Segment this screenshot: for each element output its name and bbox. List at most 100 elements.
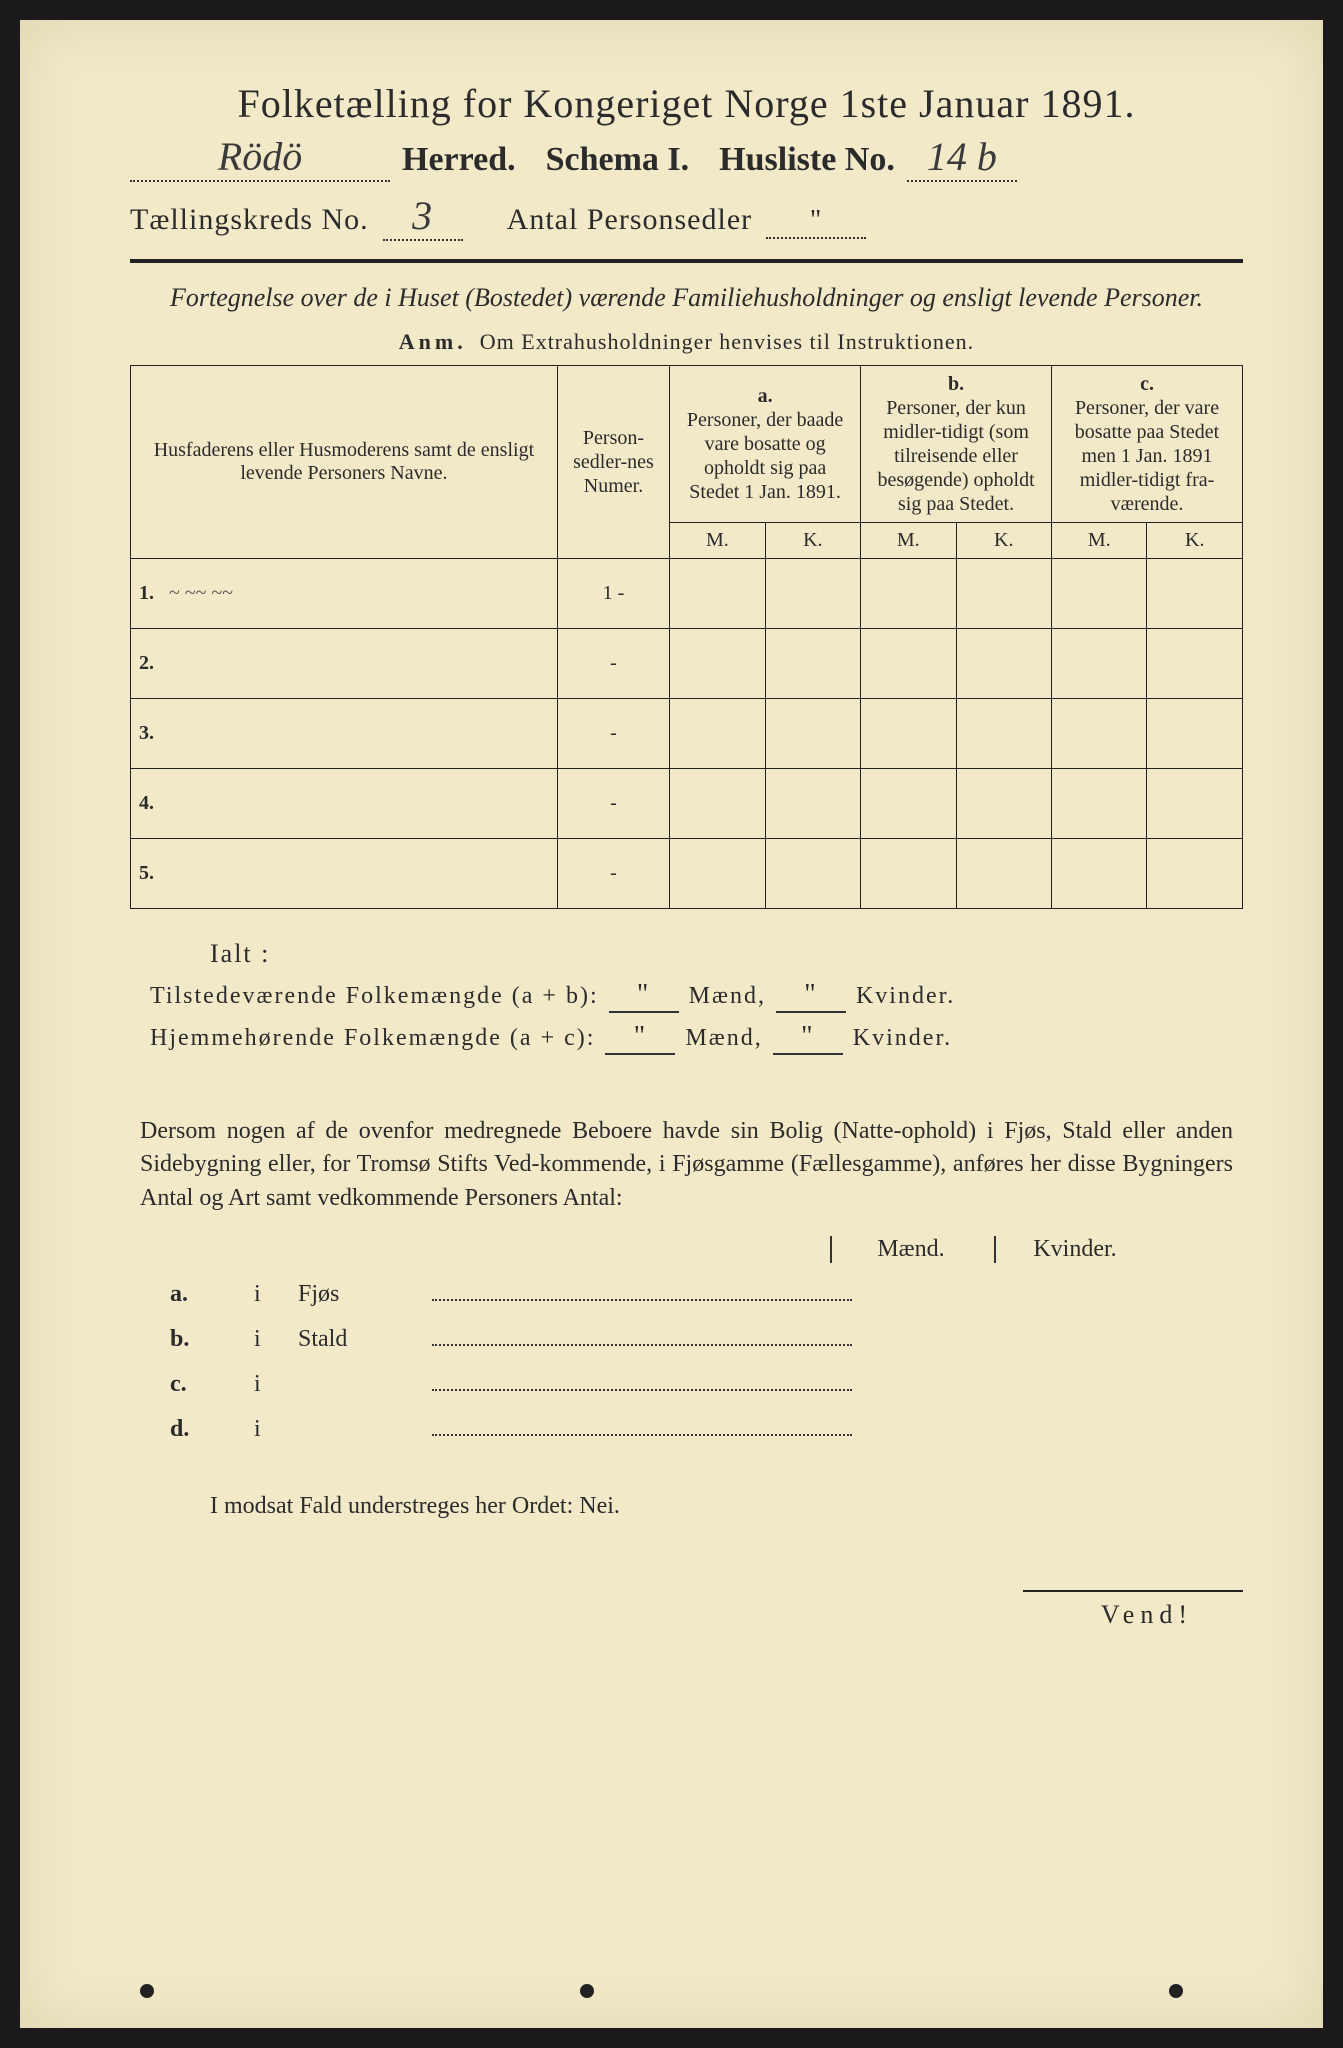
- hdr-a-k: K.: [765, 522, 860, 558]
- cell: [670, 768, 765, 838]
- cell: [861, 628, 956, 698]
- row-name: 1. ~ ~~ ~~: [131, 558, 558, 628]
- sub-label: b.: [170, 1326, 240, 1353]
- cell: [670, 838, 765, 908]
- hdr-num: Person-sedler-nes Numer.: [557, 365, 669, 558]
- row-num: 1 -: [557, 558, 669, 628]
- cell: [670, 558, 765, 628]
- hdr-a-label: a.: [678, 384, 852, 408]
- row-name: 3.: [131, 698, 558, 768]
- hdr-c: c. Personer, der vare bosatte paa Stedet…: [1052, 365, 1243, 522]
- antal-value: ": [766, 205, 866, 239]
- cell: [1147, 698, 1243, 768]
- cell: [861, 698, 956, 768]
- sum2-maend: Mænd,: [685, 1025, 762, 1052]
- hdr-c-text: Personer, der vare bosatte paa Stedet me…: [1060, 396, 1234, 516]
- census-form-page: Folketælling for Kongeriget Norge 1ste J…: [20, 20, 1323, 2028]
- row-name: 4.: [131, 768, 558, 838]
- hdr-a-m: M.: [670, 522, 765, 558]
- sum2-label: Hjemmehørende Folkemængde (a + c):: [150, 1025, 595, 1052]
- cell: [765, 558, 860, 628]
- hdr-name-text: Husfaderens eller Husmoderens samt de en…: [154, 439, 534, 484]
- sub-label: d.: [170, 1416, 240, 1443]
- sub-hdr-m: Mænd.: [830, 1236, 980, 1263]
- cell: [861, 838, 956, 908]
- sub-dots: [432, 1412, 852, 1436]
- cell: [670, 698, 765, 768]
- hdr-b: b. Personer, der kun midler-tidigt (som …: [861, 365, 1052, 522]
- main-title: Folketælling for Kongeriget Norge 1ste J…: [130, 80, 1243, 127]
- vend-label: Vend!: [1023, 1590, 1243, 1630]
- kreds-value: 3: [383, 192, 463, 241]
- table-row: 2. -: [131, 628, 1243, 698]
- herred-value: Rödö: [130, 133, 390, 182]
- sum2-kvinder: Kvinder.: [853, 1025, 952, 1052]
- sub-i: i: [254, 1326, 284, 1353]
- cell: [765, 838, 860, 908]
- hdr-c-label: c.: [1060, 372, 1234, 396]
- subtable-row: d. i: [170, 1412, 1243, 1443]
- sum-line-2: Hjemmehørende Folkemængde (a + c): " Mæn…: [150, 1021, 1243, 1055]
- section-intro: Fortegnelse over de i Huset (Bostedet) v…: [170, 281, 1203, 315]
- sub-i: i: [254, 1416, 284, 1443]
- hdr-b-k: K.: [956, 522, 1051, 558]
- anm-line: Anm. Om Extrahusholdninger henvises til …: [130, 329, 1243, 355]
- cell: [956, 558, 1051, 628]
- cell: [861, 558, 956, 628]
- sum-line-1: Tilstedeværende Folkemængde (a + b): " M…: [150, 979, 1243, 1013]
- kreds-label: Tællingskreds No.: [130, 203, 369, 237]
- ink-blot: [580, 1984, 594, 1998]
- cell: [861, 768, 956, 838]
- cell: [1147, 838, 1243, 908]
- hdr-c-m: M.: [1052, 522, 1147, 558]
- row-num: -: [557, 628, 669, 698]
- household-table: Husfaderens eller Husmoderens samt de en…: [130, 365, 1243, 909]
- subtable: a.iFjøs b. i Stald c.i d. i: [170, 1277, 1243, 1443]
- cell: [1147, 768, 1243, 838]
- sub-name: Fjøs: [298, 1281, 418, 1308]
- anm-bold: Anm.: [399, 329, 467, 354]
- sub-dots: [432, 1277, 852, 1301]
- hdr-b-label: b.: [869, 372, 1043, 396]
- sub-dots: [432, 1367, 852, 1391]
- sub-name: Stald: [298, 1326, 418, 1353]
- sub-hdr-k: Kvinder.: [994, 1236, 1144, 1263]
- sub-label: a.: [170, 1281, 240, 1308]
- rule-1: [130, 259, 1243, 263]
- sub-dots: [432, 1322, 852, 1346]
- bottom-line: I modsat Fald understreges her Ordet: Ne…: [210, 1493, 1243, 1520]
- row-num: -: [557, 698, 669, 768]
- subtable-row: b. i Stald: [170, 1322, 1243, 1353]
- ink-blot: [140, 1984, 154, 1998]
- kreds-line: Tællingskreds No. 3 Antal Personsedler ": [130, 192, 1243, 241]
- sub-label: c.: [170, 1371, 240, 1398]
- cell: [1052, 768, 1147, 838]
- table-row: 5. -: [131, 838, 1243, 908]
- schema-label: Schema I.: [546, 141, 690, 179]
- row-num: -: [557, 838, 669, 908]
- sum1-label: Tilstedeværende Folkemængde (a + b):: [150, 983, 599, 1010]
- herred-line: Rödö Herred. Schema I. Husliste No. 14 b: [130, 133, 1243, 182]
- cell: [1147, 558, 1243, 628]
- table-row: 1. ~ ~~ ~~1 -: [131, 558, 1243, 628]
- sum1-kvinder: Kvinder.: [856, 983, 955, 1010]
- husliste-value: 14 b: [907, 133, 1017, 182]
- subtable-row: c.i: [170, 1367, 1243, 1398]
- cell: [1052, 558, 1147, 628]
- hdr-b-m: M.: [861, 522, 956, 558]
- cell: [1052, 838, 1147, 908]
- sum1-maend: Mænd,: [689, 983, 766, 1010]
- cell: [1147, 628, 1243, 698]
- sum2-m: ": [605, 1021, 675, 1055]
- cell: [1052, 698, 1147, 768]
- hdr-a: a. Personer, der baade vare bosatte og o…: [670, 365, 861, 522]
- subtable-row: a.iFjøs: [170, 1277, 1243, 1308]
- hdr-name: Husfaderens eller Husmoderens samt de en…: [131, 365, 558, 558]
- anm-text: Om Extrahusholdninger henvises til Instr…: [480, 329, 974, 354]
- ialt-label: Ialt :: [210, 939, 1243, 969]
- row-name: 5.: [131, 838, 558, 908]
- hdr-b-text: Personer, der kun midler-tidigt (som til…: [869, 396, 1043, 516]
- cell: [956, 698, 1051, 768]
- cell: [1052, 628, 1147, 698]
- antal-label: Antal Personsedler: [507, 203, 752, 237]
